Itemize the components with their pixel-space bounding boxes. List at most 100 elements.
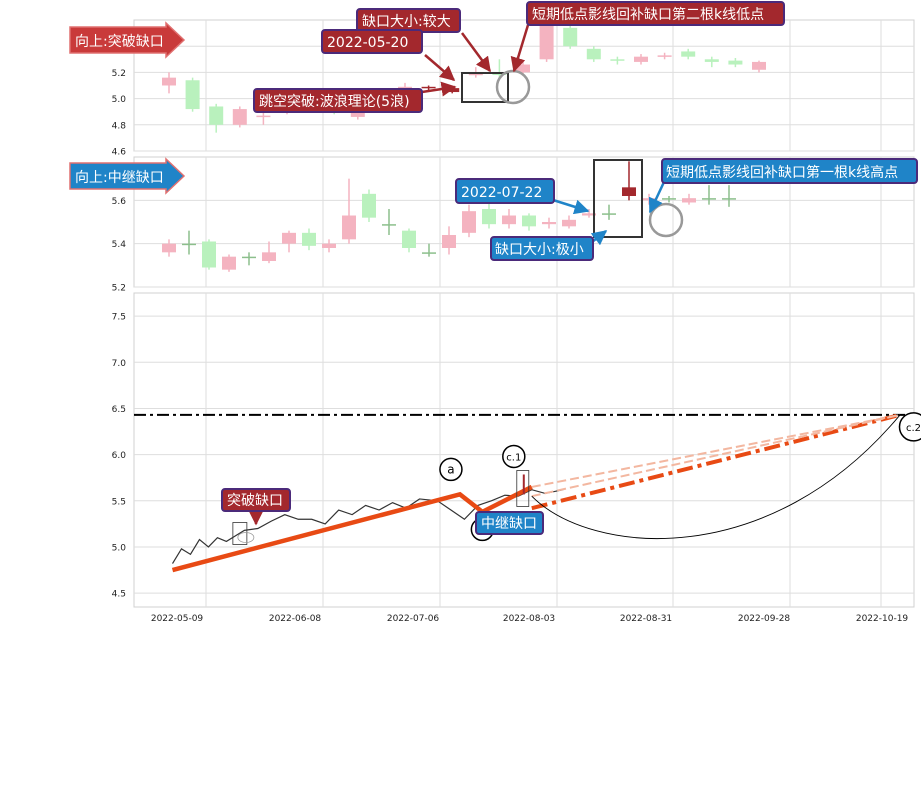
y-tick-label-3: 6.0 <box>112 451 127 461</box>
y-tick-label-6: 7.5 <box>112 313 126 323</box>
candle <box>563 25 578 49</box>
callout-breakaway-bottom-text: 突破缺口 <box>227 493 283 509</box>
callout-date-middle: 2022-07-22 <box>455 178 555 204</box>
arrow-gap-fill-middle <box>648 181 666 214</box>
annotation-arrows <box>248 24 666 526</box>
candle <box>162 72 176 94</box>
middle-panel-candles <box>162 161 736 272</box>
candle <box>202 239 216 270</box>
candle <box>682 193 696 205</box>
tag-breakaway-gap: 向上:突破缺口 <box>69 21 186 59</box>
y-tick-label-1: 5.4 <box>112 240 127 250</box>
bottom-panel-series <box>134 412 914 573</box>
callout-gap-fill-top-text: 短期低点影线回补缺口第二根k线低点 <box>532 6 764 23</box>
tag-breakaway-gap-label: 向上:突破缺口 <box>75 34 164 50</box>
bottom-panel-x-ticks: 2022-05-09 2022-06-08 2022-07-06 2022-08-03… <box>151 614 909 624</box>
wave-label-circle-0 <box>439 457 463 482</box>
candle <box>562 215 576 229</box>
arrow-date-middle <box>552 198 590 215</box>
wave-label-1: c.1 <box>506 452 521 463</box>
y-tick-label-2: 5.0 <box>112 95 127 105</box>
y-tick-label-1: 5.0 <box>112 543 127 553</box>
candle <box>610 56 625 65</box>
x-tick-label-2: 2022-07-06 <box>387 614 440 624</box>
y-tick-label-0: 4.5 <box>112 590 126 600</box>
candle <box>382 209 396 235</box>
candle <box>704 56 719 68</box>
candle <box>322 239 336 253</box>
y-tick-label-0: 5.2 <box>112 284 126 294</box>
wave-line <box>171 484 533 573</box>
projection-line <box>531 412 901 511</box>
callout-gap-fill-top: 短期低点影线回补缺口第二根k线低点 <box>526 1 785 26</box>
callout-date-middle-text: 2022-07-22 <box>461 185 542 201</box>
arrow-date-top <box>424 54 456 81</box>
y-tick-label-3: 5.2 <box>112 69 126 79</box>
callout-breakaway-bottom: 突破缺口 <box>221 488 291 512</box>
y-tick-label-5: 7.0 <box>112 359 127 369</box>
callout-gap-size-top: 缺口大小:较大 <box>356 8 461 33</box>
candle <box>262 241 276 264</box>
x-tick-label-4: 2022-08-31 <box>620 614 672 624</box>
callout-wave-top-text: 跳空突破:波浪理论(5浪) <box>259 94 410 110</box>
candle <box>634 54 648 65</box>
continuation-gap-box <box>516 470 530 507</box>
y-tick-label-2: 5.5 <box>112 497 126 507</box>
arrow-gap-fill-top <box>510 24 530 73</box>
arrow-wave-top <box>421 81 457 97</box>
candle <box>482 200 496 229</box>
candle <box>282 230 296 253</box>
x-tick-label-3: 2022-08-03 <box>503 614 555 624</box>
candle <box>402 228 416 253</box>
breakaway-gap-box <box>232 522 248 545</box>
y-tick-label-1: 4.8 <box>112 121 127 131</box>
candle <box>502 209 516 229</box>
middle-panel-y-ticks: 5.2 5.4 5.6 <box>112 197 127 294</box>
candle <box>586 46 601 62</box>
candle <box>422 243 436 257</box>
candle <box>539 20 554 62</box>
candle <box>185 77 200 112</box>
candle <box>232 106 247 128</box>
projection-light-line <box>531 413 901 488</box>
candle <box>602 204 616 220</box>
candle <box>302 228 316 251</box>
callout-continuation-bottom-text: 中继缺口 <box>481 516 537 532</box>
callout-gap-size-middle: 缺口大小:极小 <box>490 236 594 261</box>
callout-date-top: 2022-05-20 <box>321 29 423 54</box>
candle <box>182 230 196 255</box>
y-tick-label-0: 4.6 <box>112 148 127 158</box>
wave-label-circle-1 <box>502 444 526 469</box>
candle <box>162 239 176 257</box>
candle <box>209 103 224 133</box>
wave-label-2: c.2 <box>906 423 921 434</box>
callout-gap-fill-middle-text: 短期低点影线回补缺口第一根k线高点 <box>666 164 898 181</box>
candle <box>702 185 716 205</box>
candle <box>722 185 736 207</box>
candle <box>681 48 696 60</box>
x-tick-label-0: 2022-05-09 <box>151 614 204 624</box>
candle <box>442 226 456 255</box>
candle <box>728 57 743 68</box>
projection-light-line <box>531 413 901 498</box>
callout-date-top-text: 2022-05-20 <box>327 35 408 51</box>
bottom-panel-frame <box>133 292 915 608</box>
breakaway-gap-circle <box>237 532 255 543</box>
callout-wave-top: 跳空突破:波浪理论(5浪) <box>253 88 423 113</box>
bottom-panel-wave-labels: a c.1 c.2 <box>439 412 921 542</box>
wave-label-circle-2 <box>898 412 921 442</box>
projection-arc <box>531 414 901 539</box>
candle <box>242 252 256 266</box>
callout-gap-fill-middle: 短期低点影线回补缺口第一根k线高点 <box>661 158 918 184</box>
y-tick-label-2: 5.6 <box>112 197 127 207</box>
candle <box>342 178 356 244</box>
candle <box>362 189 376 222</box>
gap-box-middle <box>593 159 643 238</box>
top-panel-y-ticks: 4.64.85.05.25.4 <box>112 43 127 158</box>
bottom-panel-y-ticks: 4.5 5.0 5.5 6.0 6.5 7.0 7.5 <box>112 313 127 600</box>
gap-fill-circle-middle <box>648 202 684 238</box>
candle <box>657 52 672 60</box>
callout-continuation-bottom: 中继缺口 <box>475 511 544 535</box>
candle <box>662 196 676 203</box>
